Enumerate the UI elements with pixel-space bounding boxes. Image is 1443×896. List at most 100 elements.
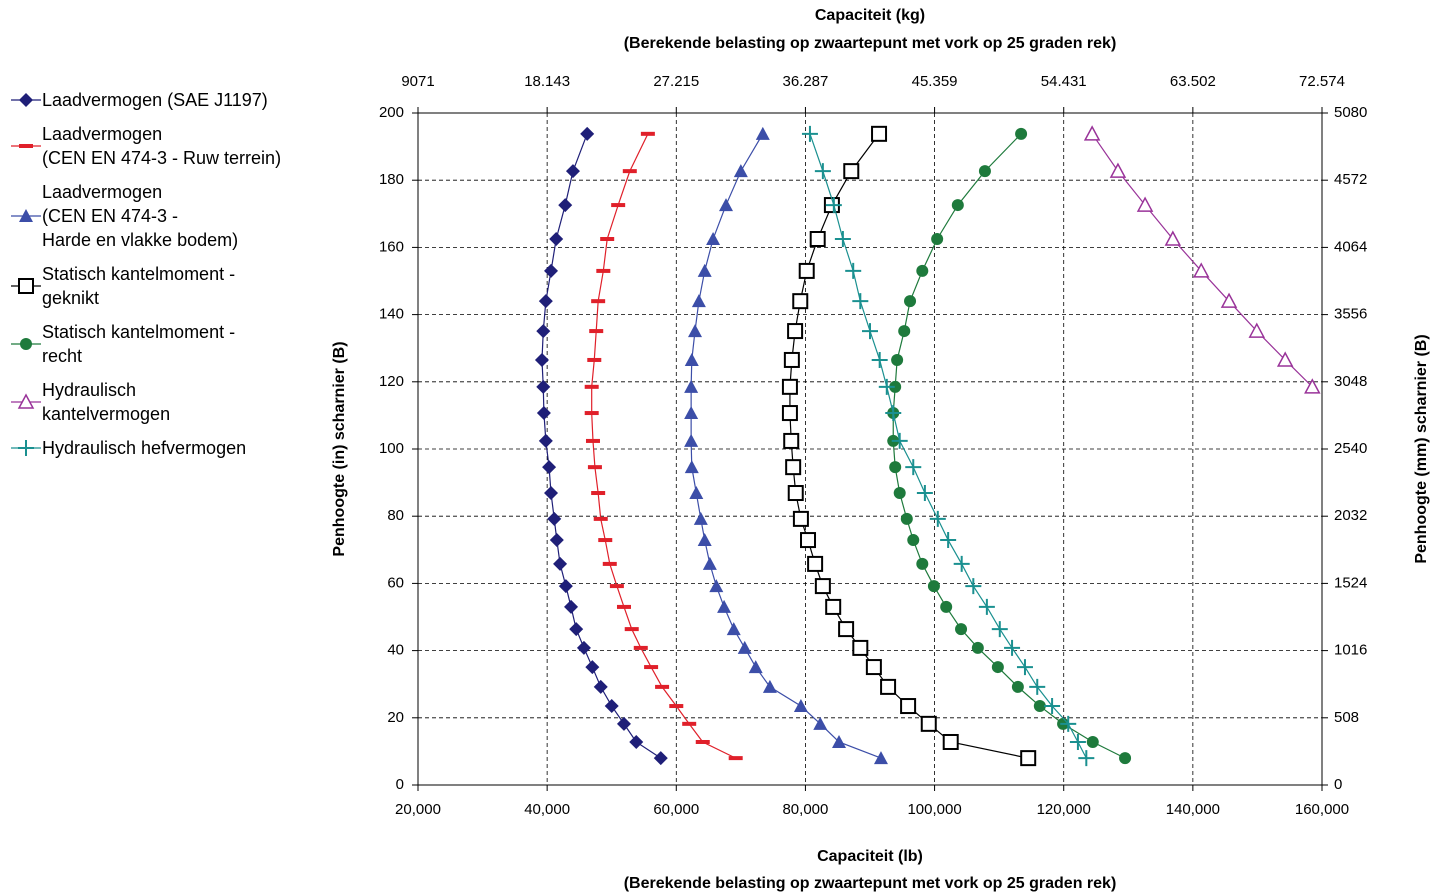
x2-axis-title: Capaciteit (kg) bbox=[815, 7, 925, 24]
point bbox=[640, 131, 655, 136]
point bbox=[644, 665, 659, 670]
point bbox=[852, 639, 869, 656]
point bbox=[719, 198, 734, 212]
legend-label: Hydraulisch kantelvermogen bbox=[42, 380, 171, 424]
point bbox=[534, 352, 549, 367]
point bbox=[1044, 698, 1061, 715]
point bbox=[871, 125, 888, 142]
y-tick-label: 140 bbox=[379, 306, 404, 323]
x-tick-label: 160,000 bbox=[1295, 801, 1349, 818]
x-axis-note: (Berekende belasting op zwaartepunt met … bbox=[624, 875, 1117, 892]
point bbox=[893, 487, 906, 500]
point bbox=[717, 599, 732, 613]
legend-swatch bbox=[11, 440, 41, 456]
point bbox=[971, 641, 984, 654]
point bbox=[585, 660, 600, 675]
legend-swatch bbox=[11, 393, 41, 409]
point bbox=[907, 534, 920, 547]
y2-tick-label: 2540 bbox=[1334, 440, 1367, 457]
x-tick-label: 140,000 bbox=[1166, 801, 1220, 818]
series-line bbox=[892, 133, 1126, 759]
point bbox=[1164, 230, 1182, 246]
point bbox=[558, 198, 573, 213]
point bbox=[684, 406, 699, 420]
point bbox=[916, 264, 929, 277]
point bbox=[684, 379, 699, 393]
point bbox=[798, 262, 815, 279]
series-line bbox=[541, 133, 662, 759]
point bbox=[684, 352, 699, 366]
x2-tick-label: 63.502 bbox=[1170, 73, 1216, 90]
legend-item: Laadvermogen (CEN EN 474-3 - Harde en vl… bbox=[10, 180, 330, 252]
point bbox=[834, 231, 851, 247]
point bbox=[602, 561, 617, 566]
point bbox=[953, 555, 970, 572]
point bbox=[733, 164, 748, 178]
point bbox=[801, 125, 818, 142]
point bbox=[955, 623, 968, 636]
point bbox=[576, 640, 591, 655]
point bbox=[862, 323, 878, 340]
point bbox=[916, 485, 933, 502]
point bbox=[653, 751, 668, 766]
y-tick-label: 100 bbox=[379, 440, 404, 457]
point bbox=[19, 144, 33, 148]
point bbox=[584, 384, 599, 389]
point bbox=[931, 233, 944, 245]
point bbox=[978, 165, 991, 178]
x-tick-label: 20,000 bbox=[395, 801, 441, 818]
x2-tick-label: 45.359 bbox=[912, 73, 958, 90]
point bbox=[726, 622, 741, 636]
point bbox=[695, 739, 710, 744]
y2-axis-title: Penhoogte (mm) scharnier (B) bbox=[1413, 334, 1430, 563]
point bbox=[585, 438, 600, 443]
point bbox=[544, 486, 559, 501]
point bbox=[800, 532, 817, 549]
point bbox=[843, 163, 860, 180]
point bbox=[813, 716, 828, 730]
point bbox=[684, 433, 699, 447]
point bbox=[891, 432, 908, 449]
legend-item: Statisch kantelmoment - geknikt bbox=[10, 262, 330, 310]
point bbox=[783, 432, 800, 449]
point bbox=[1015, 127, 1028, 140]
point bbox=[991, 621, 1008, 638]
point bbox=[905, 459, 922, 476]
y-tick-label: 180 bbox=[379, 171, 404, 188]
plot-frame bbox=[417, 112, 1323, 786]
y2-tick-label: 4572 bbox=[1334, 171, 1367, 188]
point bbox=[792, 293, 809, 310]
y2-tick-label: 0 bbox=[1334, 776, 1342, 793]
point bbox=[845, 262, 862, 279]
point bbox=[807, 555, 824, 572]
point bbox=[814, 578, 831, 595]
legend-label: Hydraulisch hefvermogen bbox=[42, 438, 247, 458]
point bbox=[871, 351, 888, 368]
point bbox=[942, 733, 959, 750]
point bbox=[697, 533, 712, 547]
y2-tick-label: 2032 bbox=[1334, 507, 1367, 524]
point bbox=[1020, 750, 1037, 767]
point bbox=[591, 299, 606, 304]
point bbox=[536, 406, 551, 421]
legend-item: Laadvermogen (SAE J1197) bbox=[10, 88, 330, 112]
point bbox=[593, 516, 608, 521]
point bbox=[878, 378, 895, 395]
x-axis-title: Capaciteit (lb) bbox=[817, 848, 923, 865]
point bbox=[1004, 639, 1021, 656]
point bbox=[793, 699, 808, 713]
point bbox=[904, 295, 917, 308]
point bbox=[593, 679, 608, 694]
legend-swatch bbox=[11, 338, 41, 350]
point bbox=[589, 329, 604, 334]
point bbox=[1086, 735, 1099, 748]
point bbox=[785, 459, 802, 476]
point bbox=[737, 640, 752, 654]
point bbox=[1083, 125, 1101, 141]
legend-label: Laadvermogen (CEN EN 474-3 - Harde en vl… bbox=[42, 182, 239, 250]
legend-label: Laadvermogen (SAE J1197) bbox=[42, 90, 268, 110]
point bbox=[978, 598, 995, 615]
point bbox=[787, 485, 804, 502]
x-tick-label: 40,000 bbox=[524, 801, 570, 818]
point bbox=[538, 433, 553, 448]
